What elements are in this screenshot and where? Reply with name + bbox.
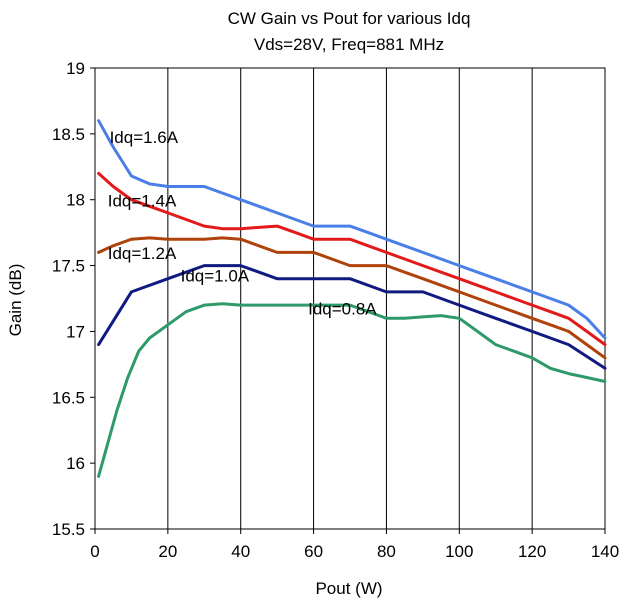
plot-area xyxy=(94,67,606,530)
chart-title: CW Gain vs Pout for various Idq xyxy=(228,9,471,28)
axis-ticks: 0 20 40 60 80 100 120 140 15.5 16 16.5 17 17.5 18 18.5… xyxy=(52,59,619,561)
x-tick-label: 20 xyxy=(158,542,177,561)
y-axis-label: Gain (dB) xyxy=(6,264,25,337)
series-annotation: Idq=1.0A xyxy=(181,266,250,285)
y-tick-label: 17.5 xyxy=(52,257,85,276)
y-tick-label: 18.5 xyxy=(52,125,85,144)
y-tick-label: 16 xyxy=(66,454,85,473)
series-lines xyxy=(97,119,607,478)
series-line xyxy=(97,264,607,370)
x-axis-label: Pout (W) xyxy=(315,579,382,598)
series-annotation: Idq=1.2A xyxy=(108,244,177,263)
vertical-gridlines xyxy=(167,68,533,529)
x-tick-label: 140 xyxy=(591,542,619,561)
series-annotation: Idq=1.6A xyxy=(110,128,179,147)
chart-subtitle: Vds=28V, Freq=881 MHz xyxy=(254,35,444,54)
series-line xyxy=(97,119,607,340)
series-line xyxy=(97,171,607,347)
y-tick-label: 18 xyxy=(66,191,85,210)
y-tick-label: 15.5 xyxy=(52,520,85,539)
series-annotation: Idq=1.4A xyxy=(108,191,177,210)
x-tick-label: 40 xyxy=(231,542,250,561)
series-line xyxy=(97,236,607,360)
x-tick-label: 60 xyxy=(304,542,323,561)
y-tick-label: 17 xyxy=(66,322,85,341)
y-tick-label: 16.5 xyxy=(52,388,85,407)
series-line xyxy=(97,302,607,478)
x-tick-label: 80 xyxy=(377,542,396,561)
y-tick-label: 19 xyxy=(66,59,85,78)
x-tick-label: 0 xyxy=(90,542,99,561)
series-annotation: Idq=0.8A xyxy=(308,299,377,318)
x-tick-label: 120 xyxy=(518,542,546,561)
x-tick-label: 100 xyxy=(445,542,473,561)
